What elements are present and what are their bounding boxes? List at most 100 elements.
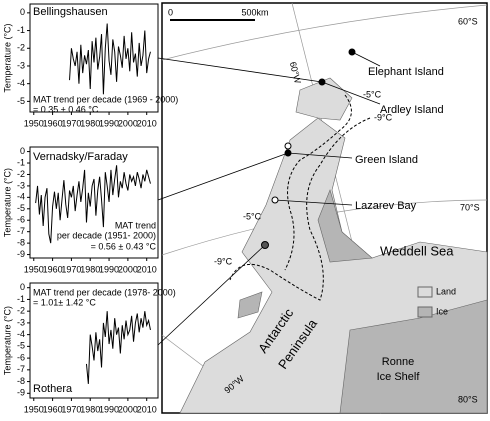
place-label: Lazarev Bay [355, 200, 417, 212]
trend-annotation: MAT trend [115, 220, 156, 230]
trend-annotation: MAT trend per decade (1969 - 2000) [33, 94, 178, 104]
place-label: Ardley Island [380, 104, 444, 116]
y-tick-label: -4 [17, 78, 25, 88]
x-tick-label: 2010 [137, 264, 157, 274]
y-tick-label: -6 [17, 352, 25, 362]
ice [339, 299, 488, 414]
x-tick-label: 1950 [24, 118, 44, 128]
land [295, 77, 353, 121]
y-tick-label: -3 [17, 60, 25, 70]
y-axis-label: Temperature (°C) [2, 306, 12, 375]
y-tick-label: -4 [17, 329, 25, 339]
x-tick-label: 1980 [80, 118, 100, 128]
x-tick-label: 2010 [137, 404, 157, 414]
y-tick-label: -8 [17, 237, 25, 247]
x-tick-label: 1970 [61, 264, 81, 274]
y-tick-label: -3 [17, 317, 25, 327]
latitude-line [161, 4, 488, 61]
plot-frame [29, 3, 159, 113]
y-tick-label: -1 [17, 157, 25, 167]
station [284, 142, 292, 150]
region-label: Ice Shelf [377, 371, 421, 383]
isotherm [284, 94, 352, 271]
leader-line [157, 152, 289, 201]
isotherm-label: -9°C [374, 112, 393, 122]
temperature-line [69, 23, 151, 95]
y-tick-label: -4 [17, 192, 25, 202]
y-tick-label: -5 [17, 341, 25, 351]
leader-line [287, 152, 353, 159]
y-tick-label: -3 [17, 180, 25, 190]
x-tick-label: 1990 [99, 118, 119, 128]
isotherm [229, 117, 371, 301]
x-tick-label: 1960 [43, 264, 63, 274]
trend-annotation: = 0.35 ± 0.46 °C [33, 104, 99, 114]
y-tick-label: -1 [17, 25, 25, 35]
isotherm-label: -9°C [214, 256, 233, 266]
y-axis-label: Temperature (°C) [2, 23, 12, 92]
station [271, 196, 279, 204]
x-tick-label: 1970 [61, 118, 81, 128]
x-tick-label: 1950 [24, 264, 44, 274]
x-tick-label: 1980 [80, 404, 100, 414]
leader-line [351, 51, 381, 67]
temperature-line [35, 165, 151, 244]
station-title: Rothera [33, 383, 73, 395]
leader-line [157, 57, 323, 83]
trend-annotation: MAT trend per decade (1978- 2000) [33, 287, 176, 297]
temperature-line [85, 311, 151, 384]
station [284, 149, 292, 157]
x-tick-label: 2010 [137, 118, 157, 128]
x-tick-label: 1960 [43, 404, 63, 414]
y-tick-label: -9 [17, 249, 25, 259]
station [318, 78, 326, 86]
legend-swatch [417, 306, 433, 318]
legend-label: Ice [436, 306, 448, 316]
latitude-label: 80°S [458, 394, 478, 404]
x-tick-label: 1950 [24, 404, 44, 414]
ice [237, 291, 263, 319]
latitude-label: 60°S [458, 16, 478, 26]
place-label: Elephant Island [368, 66, 444, 78]
x-tick-label: 2000 [118, 118, 138, 128]
plot-frame [29, 146, 159, 259]
y-tick-label: -2 [17, 306, 25, 316]
y-tick-label: -5 [17, 203, 25, 213]
y-tick-label: 0 [20, 7, 25, 17]
x-tick-label: 1990 [99, 264, 119, 274]
y-tick-label: -6 [17, 215, 25, 225]
y-tick-label: -9 [17, 388, 25, 398]
leader-line [274, 199, 353, 206]
scale-label: 500km [241, 7, 268, 17]
y-tick-label: 0 [20, 146, 25, 156]
region-label: Ronne [382, 356, 414, 368]
place-label: Green Island [355, 154, 418, 166]
trend-annotation: = 1.01± 1.42 °C [33, 297, 96, 307]
y-tick-label: -2 [17, 43, 25, 53]
x-tick-label: 2000 [118, 264, 138, 274]
y-tick-label: -2 [17, 169, 25, 179]
trend-annotation: per decade (1951- 2000) [57, 230, 156, 240]
trend-annotation: = 0.56 ± 0.43 °C [91, 241, 157, 251]
region-label: Weddell Sea [380, 243, 454, 258]
plot-frame [29, 282, 159, 399]
station [261, 241, 269, 249]
latitude-label: 70°S [460, 202, 480, 212]
station-title: Bellingshausen [33, 6, 108, 18]
station [348, 48, 356, 56]
x-tick-label: 1970 [61, 404, 81, 414]
leader-line [321, 81, 381, 105]
y-tick-label: -5 [17, 96, 25, 106]
station-title: Vernadsky/Faraday [33, 151, 128, 163]
ice [317, 189, 373, 263]
y-tick-label: -7 [17, 226, 25, 236]
x-tick-label: 1990 [99, 404, 119, 414]
legend-label: Land [436, 286, 456, 296]
x-tick-label: 1960 [43, 118, 63, 128]
isotherm-label: -5°C [243, 211, 262, 221]
legend-swatch [417, 286, 433, 298]
isotherm-label: -5°C [363, 89, 382, 99]
x-tick-label: 1980 [80, 264, 100, 274]
